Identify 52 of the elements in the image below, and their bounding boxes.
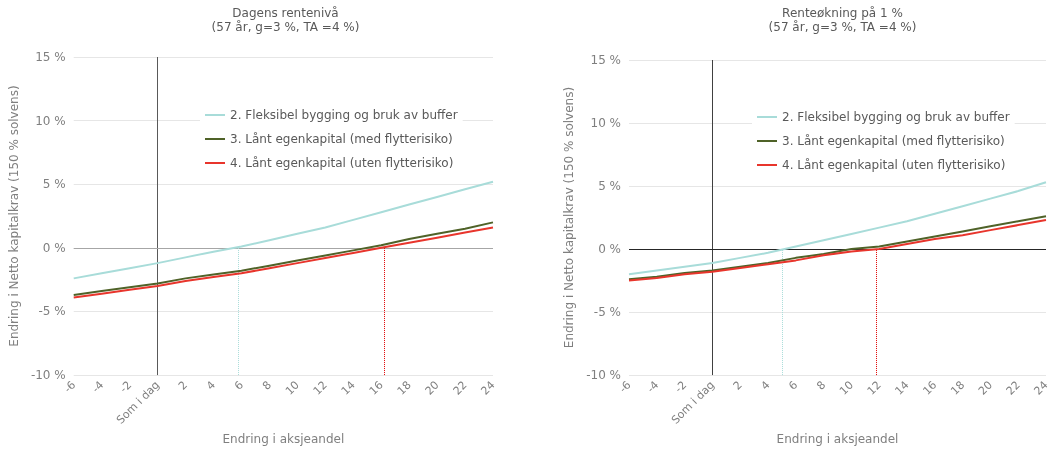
y-axis-title: Endring i Netto kapitalkrav (150 % solvens) [7, 85, 21, 347]
y-tick-label: 15 % [590, 53, 621, 67]
chart-subtitle: (57 år, g=3 %, TA =4 %) [211, 20, 360, 34]
y-tick-label: 0 % [42, 240, 66, 255]
x-tick-label: 20 [422, 378, 442, 398]
chart-subtitle: (57 år, g=3 %, TA =4 %) [768, 20, 917, 34]
x-tick-label: 4 [758, 378, 773, 393]
x-tick-label: 10 [282, 378, 302, 398]
x-tick-label: 8 [259, 378, 274, 393]
y-tick-label: -5 % [593, 305, 621, 320]
y-tick-label: 15 % [35, 50, 66, 64]
x-tick-label: 10 [836, 378, 856, 398]
x-tick-label: 14 [338, 378, 358, 398]
x-tick-label: 8 [814, 378, 829, 393]
x-tick-label: 14 [892, 378, 912, 398]
legend-label: 4. Lånt egenkapital (uten flytterisiko) [782, 158, 1006, 172]
legend-label: 3. Lånt egenkapital (med flytterisiko) [782, 134, 1005, 148]
x-tick-label: 22 [1003, 378, 1023, 398]
x-tick-label: -2 [117, 378, 135, 396]
x-tick-label: 6 [231, 378, 247, 393]
y-tick-label: 10 % [590, 116, 621, 131]
legend-label: 4. Lånt egenkapital (uten flytterisiko) [230, 156, 454, 170]
x-tick-label: -2 [672, 378, 690, 396]
x-tick-label: 22 [450, 378, 470, 398]
x-axis-title: Endring i aksjeandel [776, 432, 899, 446]
x-tick-label: 16 [920, 378, 940, 398]
x-tick-label: 24 [478, 378, 498, 398]
x-tick-label: 12 [310, 378, 330, 398]
x-tick-label: 18 [394, 378, 414, 398]
x-tick-label: 16 [366, 378, 386, 398]
x-axis-title: Endring i aksjeandel [222, 432, 345, 446]
x-tick-label: 20 [975, 378, 995, 398]
y-tick-label: 10 % [35, 113, 66, 128]
x-tick-label: 4 [203, 378, 219, 393]
x-tick-label: -4 [89, 378, 107, 396]
y-tick-label: 5 % [598, 179, 621, 194]
y-tick-label: 5 % [42, 177, 66, 192]
x-tick-label: 24 [1031, 378, 1051, 398]
x-tick-label: -4 [644, 378, 662, 396]
legend-label: 3. Lånt egenkapital (med flytterisiko) [230, 132, 453, 146]
y-axis-title: Endring i Netto kapitalkrav (150 % solvens) [562, 86, 577, 349]
x-tick-label: 18 [948, 378, 968, 398]
legend-label: 2. Fleksibel bygging og bruk av buffer [230, 108, 458, 122]
y-tick-label: -5 % [38, 304, 66, 319]
legend-label: 2. Fleksibel bygging og bruk av buffer [782, 110, 1010, 124]
x-tick-label: 2 [730, 378, 745, 393]
x-tick-label: 12 [864, 378, 884, 398]
chart-title: Dagens rentenivå [232, 6, 339, 20]
y-tick-label: 0 % [598, 242, 621, 257]
x-tick-label: 6 [786, 378, 801, 393]
x-tick-label: 2 [175, 378, 191, 393]
chart-title: Renteøkning på 1 % [782, 6, 903, 20]
